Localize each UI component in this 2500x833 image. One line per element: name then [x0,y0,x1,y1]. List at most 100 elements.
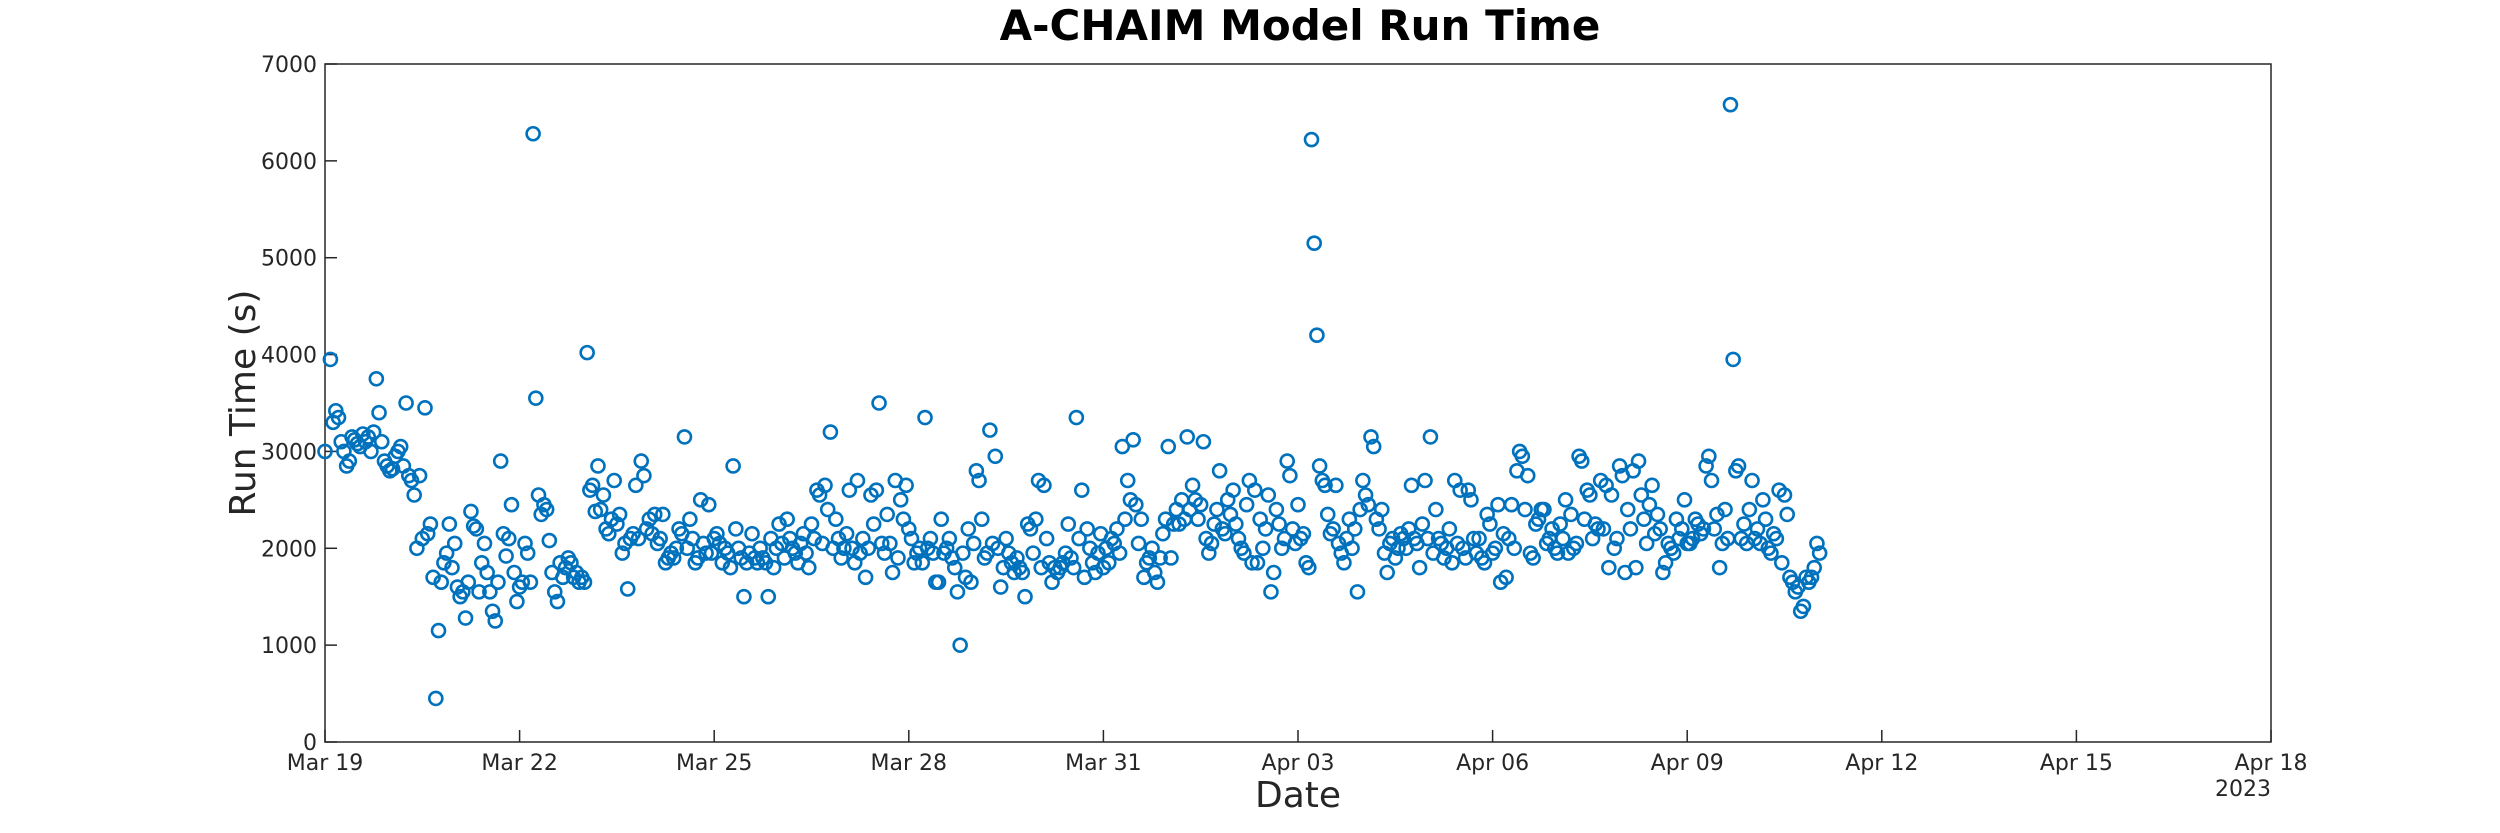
data-point [1736,516,1752,532]
data-series [317,96,1828,707]
data-point [682,511,698,528]
data-point [1722,96,1739,113]
data-point [1525,550,1541,566]
data-point [1157,511,1174,528]
data-point [1228,516,1244,532]
data-point [703,545,720,561]
data-point [1555,530,1571,547]
data-point [955,545,971,561]
data-point [857,569,874,586]
data-point [1411,559,1428,576]
data-point [506,564,522,581]
data-point [1641,496,1658,513]
data-point [998,530,1014,547]
data-point [1630,453,1647,469]
data-point [1695,521,1712,537]
data-point [1190,511,1206,528]
data-point [1503,496,1520,513]
data-point [1419,530,1436,547]
data-point [555,569,571,586]
data-point [1336,555,1352,571]
data-point [1444,555,1460,571]
data-point [819,501,836,518]
data-point [765,559,782,576]
data-point [817,477,833,494]
data-point [446,535,463,552]
data-point [1487,540,1504,557]
data-point [1582,487,1598,503]
data-point [1101,555,1117,571]
data-point [844,540,860,557]
data-point [1603,487,1620,503]
data-point [1079,521,1095,537]
data-point [728,521,744,537]
data-point [1725,351,1741,368]
data-point [628,477,644,494]
data-point [1260,487,1277,503]
data-point [1636,511,1652,528]
data-point [1036,477,1052,494]
data-point [1673,521,1690,537]
data-point [514,574,531,590]
data-point [960,521,977,537]
data-point [468,521,485,537]
data-point [709,525,725,542]
data-point [549,593,566,610]
data-point [365,424,382,440]
x-tick-label: Apr 06 [1456,751,1529,776]
data-point [833,550,850,566]
data-point [952,637,968,653]
data-point [1306,235,1323,251]
x-tick-label: Mar 31 [1065,751,1142,776]
data-point [1017,588,1033,605]
data-point [1330,535,1347,552]
data-point [1795,598,1812,615]
data-point [668,540,685,557]
data-point [1087,564,1104,581]
x-tick-label: Mar 19 [287,751,364,776]
data-point [865,516,882,532]
data-point [1676,492,1693,508]
data-point [1355,472,1371,489]
data-point [700,496,717,513]
data-point [471,584,487,600]
data-point [595,487,612,503]
data-point [1009,550,1025,566]
data-point [600,525,617,542]
data-point [546,584,563,600]
y-tick-label: 4000 [261,344,317,369]
x-tick-label: Apr 18 [2234,751,2307,776]
data-point [1244,555,1260,571]
data-point [1379,564,1395,581]
data-point [528,390,544,406]
data-point [490,574,506,590]
data-point [579,344,595,361]
data-point [619,581,636,597]
data-point [930,574,947,590]
data-point [403,472,420,489]
x-tick-label: Apr 15 [2040,751,2113,776]
data-point [422,516,439,532]
x-tick-label: Mar 28 [871,751,948,776]
data-point [419,525,436,542]
data-point [1071,530,1087,547]
data-point [444,559,460,576]
data-point [590,458,606,474]
data-point [1779,506,1795,523]
data-point [676,429,693,445]
data-point [1476,555,1493,571]
data-point [606,472,623,489]
data-point [1706,521,1723,537]
data-point [1201,545,1217,561]
y-axis-label: Run Time (s) [223,290,264,517]
data-point [879,506,895,523]
data-point [1665,545,1682,561]
x-tick-label: Mar 25 [676,751,753,776]
data-point [509,593,525,610]
data-point [949,584,966,600]
data-point [1082,540,1098,557]
data-point [633,453,650,469]
y-tick-label: 5000 [261,247,317,272]
data-point [1703,472,1720,489]
